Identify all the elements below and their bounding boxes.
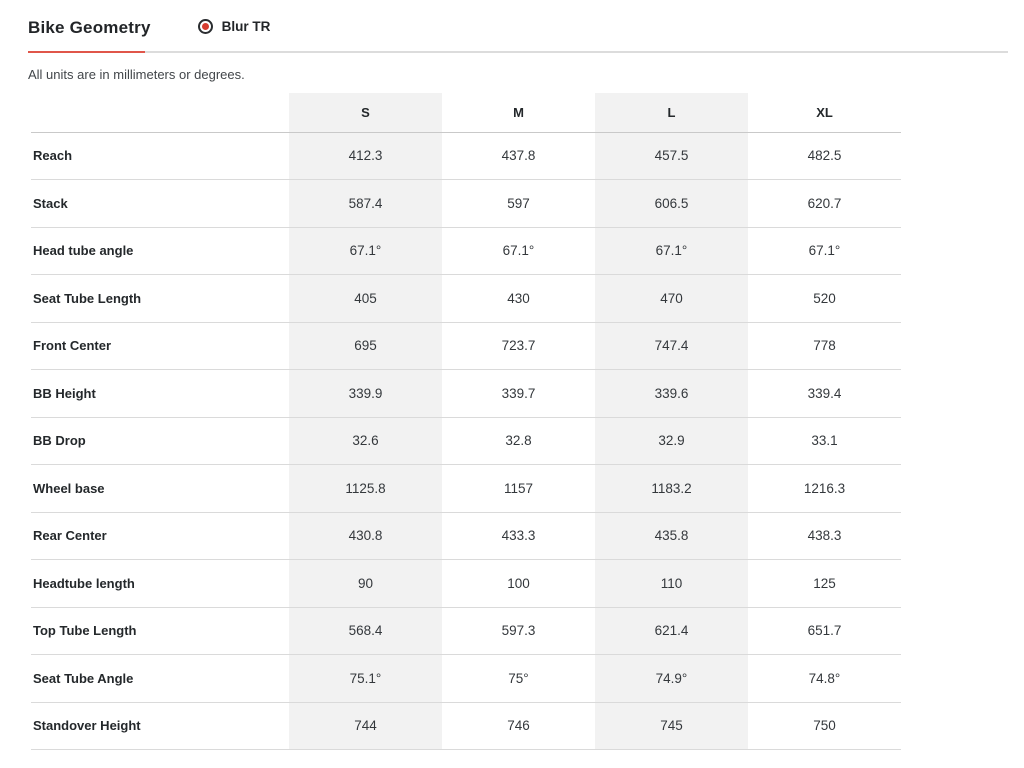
header-row: S M L XL bbox=[31, 93, 901, 133]
geometry-value: 339.4 bbox=[748, 369, 901, 418]
geometry-value: 32.9 bbox=[595, 417, 748, 465]
geometry-value: 597 bbox=[442, 179, 595, 228]
geometry-value: 339.9 bbox=[289, 369, 442, 418]
table-row: Head tube angle 67.1° 67.1° 67.1° 67.1° bbox=[31, 227, 901, 275]
geometry-value: 75.1° bbox=[289, 654, 442, 703]
row-label: Standover Height bbox=[31, 702, 289, 750]
geometry-value: 621.4 bbox=[595, 607, 748, 655]
geometry-value: 90 bbox=[289, 559, 442, 608]
row-label: Head tube angle bbox=[31, 227, 289, 275]
geometry-value: 750 bbox=[748, 702, 901, 750]
geometry-value: 746 bbox=[442, 702, 595, 750]
geometry-value: 339.6 bbox=[595, 369, 748, 418]
geometry-value: 457.5 bbox=[595, 132, 748, 180]
table-row: Wheel base 1125.8 1157 1183.2 1216.3 bbox=[31, 464, 901, 513]
geometry-value: 651.7 bbox=[748, 607, 901, 655]
geometry-value: 405 bbox=[289, 274, 442, 323]
table-row: Seat Tube Length 405 430 470 520 bbox=[31, 274, 901, 323]
table-row: Reach 412.3 437.8 457.5 482.5 bbox=[31, 132, 901, 180]
model-radio-blur-tr[interactable]: Blur TR bbox=[197, 19, 271, 34]
geometry-value: 67.1° bbox=[595, 227, 748, 275]
row-label: Top Tube Length bbox=[31, 607, 289, 655]
row-label: Rear Center bbox=[31, 512, 289, 560]
units-note: All units are in millimeters or degrees. bbox=[28, 67, 245, 82]
row-label: Headtube length bbox=[31, 559, 289, 608]
row-label: Reach bbox=[31, 132, 289, 180]
geometry-value: 587.4 bbox=[289, 179, 442, 228]
geometry-value: 1157 bbox=[442, 464, 595, 513]
geometry-value: 744 bbox=[289, 702, 442, 750]
geometry-value: 433.3 bbox=[442, 512, 595, 560]
geometry-value: 32.6 bbox=[289, 417, 442, 465]
geometry-table-wrap: S M L XL Reach 412.3 437.8 457.5 482.5 Stack 587.… bbox=[31, 93, 1024, 750]
page-title: Bike Geometry bbox=[28, 18, 151, 37]
section-header: Bike Geometry Blur TR bbox=[28, 18, 1008, 53]
row-label: Stack bbox=[31, 179, 289, 228]
radio-dot bbox=[201, 23, 209, 30]
column-header-l: L bbox=[595, 93, 748, 133]
geometry-value: 568.4 bbox=[289, 607, 442, 655]
geometry-value: 110 bbox=[595, 559, 748, 608]
table-row: Standover Height 744 746 745 750 bbox=[31, 702, 901, 750]
geometry-value: 620.7 bbox=[748, 179, 901, 228]
geometry-value: 74.9° bbox=[595, 654, 748, 703]
table-row: Stack 587.4 597 606.5 620.7 bbox=[31, 179, 901, 228]
geometry-value: 1183.2 bbox=[595, 464, 748, 513]
geometry-value: 470 bbox=[595, 274, 748, 323]
row-label: Seat Tube Angle bbox=[31, 654, 289, 703]
geometry-value: 100 bbox=[442, 559, 595, 608]
table-row: Top Tube Length 568.4 597.3 621.4 651.7 bbox=[31, 607, 901, 655]
geometry-value: 437.8 bbox=[442, 132, 595, 180]
row-label: Seat Tube Length bbox=[31, 274, 289, 323]
geometry-value: 438.3 bbox=[748, 512, 901, 560]
title-underline bbox=[28, 51, 145, 53]
table-row: Seat Tube Angle 75.1° 75° 74.9° 74.8° bbox=[31, 654, 901, 703]
radio-button-icon[interactable] bbox=[197, 19, 213, 34]
geometry-value: 520 bbox=[748, 274, 901, 323]
geometry-value: 430 bbox=[442, 274, 595, 323]
geometry-value: 1216.3 bbox=[748, 464, 901, 513]
geometry-value: 695 bbox=[289, 322, 442, 370]
geometry-value: 339.7 bbox=[442, 369, 595, 418]
geometry-value: 723.7 bbox=[442, 322, 595, 370]
table-row: BB Height 339.9 339.7 339.6 339.4 bbox=[31, 369, 901, 418]
row-label: Front Center bbox=[31, 322, 289, 370]
geometry-value: 75° bbox=[442, 654, 595, 703]
table-row: BB Drop 32.6 32.8 32.9 33.1 bbox=[31, 417, 901, 465]
geometry-value: 412.3 bbox=[289, 132, 442, 180]
geometry-value: 482.5 bbox=[748, 132, 901, 180]
geometry-value: 745 bbox=[595, 702, 748, 750]
geometry-value: 125 bbox=[748, 559, 901, 608]
geometry-value: 435.8 bbox=[595, 512, 748, 560]
geometry-value: 33.1 bbox=[748, 417, 901, 465]
radio-label[interactable]: Blur TR bbox=[221, 19, 271, 34]
geometry-value: 67.1° bbox=[748, 227, 901, 275]
corner-cell bbox=[31, 93, 289, 133]
column-header-s: S bbox=[289, 93, 442, 133]
geometry-value: 74.8° bbox=[748, 654, 901, 703]
table-row: Headtube length 90 100 110 125 bbox=[31, 559, 901, 608]
column-header-m: M bbox=[442, 93, 595, 133]
row-label: Wheel base bbox=[31, 464, 289, 513]
row-label: BB Drop bbox=[31, 417, 289, 465]
geometry-value: 597.3 bbox=[442, 607, 595, 655]
bike-geometry-section: Bike Geometry Blur TR All units are in m… bbox=[28, 18, 1024, 750]
geometry-value: 430.8 bbox=[289, 512, 442, 560]
row-label: BB Height bbox=[31, 369, 289, 418]
geometry-table: S M L XL Reach 412.3 437.8 457.5 482.5 Stack 587.… bbox=[31, 93, 901, 750]
geometry-value: 67.1° bbox=[289, 227, 442, 275]
geometry-value: 67.1° bbox=[442, 227, 595, 275]
table-header: S M L XL bbox=[31, 93, 901, 133]
geometry-value: 606.5 bbox=[595, 179, 748, 228]
geometry-value: 1125.8 bbox=[289, 464, 442, 513]
table-row: Rear Center 430.8 433.3 435.8 438.3 bbox=[31, 512, 901, 560]
geometry-value: 747.4 bbox=[595, 322, 748, 370]
table-row: Front Center 695 723.7 747.4 778 bbox=[31, 322, 901, 370]
table-body: Reach 412.3 437.8 457.5 482.5 Stack 587.4 597 60… bbox=[31, 132, 901, 750]
geometry-value: 778 bbox=[748, 322, 901, 370]
geometry-value: 32.8 bbox=[442, 417, 595, 465]
column-header-xl: XL bbox=[748, 93, 901, 133]
